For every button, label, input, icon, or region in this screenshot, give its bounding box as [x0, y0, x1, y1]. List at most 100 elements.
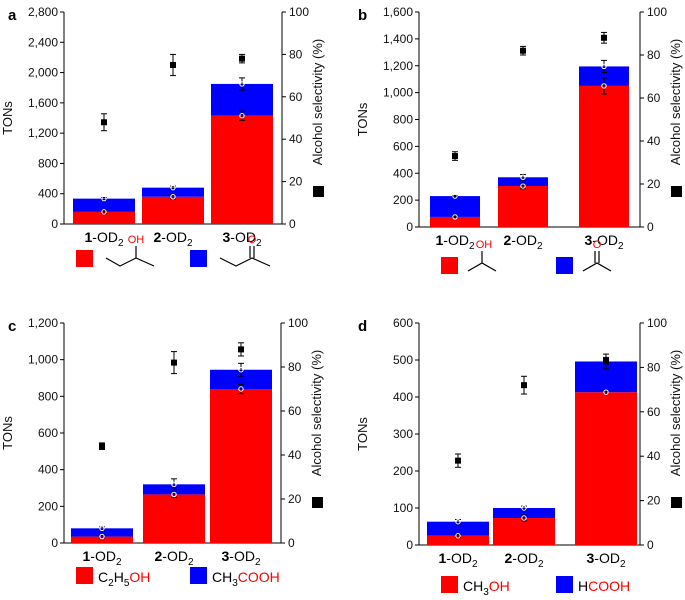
x-category-label: 1-OD2 — [82, 548, 121, 568]
left-tick-label: 1,200 — [383, 59, 413, 73]
x-category-label: 1-OD2 — [438, 550, 477, 570]
category-number: 1 — [435, 232, 443, 248]
legend-structure-atom: OH — [476, 239, 493, 251]
left-tick-label: 0 — [406, 220, 413, 234]
legend: C2H5OH CH3COOH — [76, 567, 280, 589]
data-point-circle — [601, 63, 607, 70]
legend-swatch-alcohol — [76, 250, 93, 267]
panel-a: a 0 400 800 1,200 1,600 2,000 2,400 2,800 TONs 0 20… — [0, 5, 325, 267]
panel-label: a — [8, 7, 17, 24]
bar-ketone-2 — [498, 177, 548, 187]
category-text: -OD — [229, 548, 255, 564]
legend-swatch-ketone — [556, 257, 573, 274]
category-subscript: 2 — [187, 238, 193, 249]
left-tick-label: 200 — [393, 193, 413, 207]
legend-label-part: H — [578, 578, 588, 594]
bar-alcohol-3 — [579, 85, 629, 227]
data-point-circle — [520, 183, 526, 189]
legend: CH3OH HCOOH — [441, 576, 630, 598]
left-tick-label: 200 — [38, 499, 58, 513]
bar-ketone-2 — [493, 508, 555, 518]
data-point-circle — [452, 214, 458, 220]
right-tick-label: 60 — [647, 91, 661, 105]
left-tick-label: 400 — [393, 390, 413, 404]
left-tick-label: 400 — [38, 187, 58, 201]
x-category-label: 1-OD2 — [84, 229, 123, 249]
legend-structure-atom: O — [593, 239, 602, 251]
category-number: 3 — [221, 548, 229, 564]
category-text: -OD — [161, 229, 187, 245]
category-text: -OD — [512, 550, 538, 566]
y2-axis-marker-square — [671, 497, 682, 508]
legend-structure-bonds — [467, 262, 497, 272]
panel-c: c 0 200 400 600 800 1,000 1,200 TONs 0 20 40 60 80 100… — [0, 316, 324, 589]
right-tick-label: 40 — [289, 132, 303, 146]
selectivity-marker — [521, 382, 527, 389]
data-point-circle — [99, 525, 105, 532]
category-number: 1 — [82, 548, 90, 564]
data-point-circle — [101, 195, 107, 202]
category-text: -OD — [594, 550, 620, 566]
category-number: 2 — [154, 548, 162, 564]
legend-label-part: H — [114, 569, 124, 585]
left-tick-label: 600 — [393, 139, 413, 153]
right-tick-label: 20 — [289, 175, 303, 189]
category-number: 2 — [503, 232, 511, 248]
selectivity-marker — [601, 34, 607, 41]
right-tick-label: 60 — [288, 404, 302, 418]
category-subscript: 2 — [537, 241, 543, 252]
category-number: 1 — [84, 229, 92, 245]
y2-axis-marker-square — [671, 186, 682, 197]
panel-b: b 0 200 400 600 800 1,000 1,200 1,400 1,600 TONs 0 2… — [355, 5, 683, 274]
left-tick-label: 300 — [393, 427, 413, 441]
category-text: -OD — [592, 232, 618, 248]
left-tick-label: 800 — [393, 113, 413, 127]
category-text: -OD — [92, 229, 118, 245]
bar-alcohol-3 — [575, 392, 637, 545]
legend-label-part: CH — [212, 569, 232, 585]
right-tick-label: 0 — [288, 536, 295, 550]
left-tick-label: 600 — [38, 426, 58, 440]
bar-alcohol-1 — [73, 211, 135, 224]
bar-alcohol-2 — [493, 517, 555, 545]
category-text: -OD — [230, 229, 256, 245]
category-text: -OD — [446, 550, 472, 566]
x-category-label: 3-OD2 — [221, 548, 260, 568]
legend-structure-atom: O — [248, 234, 257, 246]
bar-alcohol-1 — [427, 535, 489, 545]
legend-swatch-ketone — [556, 576, 573, 593]
y2-axis-title: Alcohol selectivity (%) — [668, 39, 683, 165]
left-tick-label: 800 — [38, 389, 58, 403]
category-text: -OD — [90, 548, 116, 564]
selectivity-marker — [520, 47, 526, 54]
right-tick-label: 100 — [647, 5, 667, 19]
bar-alcohol-1 — [71, 536, 133, 543]
data-point-circle — [521, 515, 527, 521]
category-subscript: 2 — [256, 238, 262, 249]
right-tick-label: 40 — [647, 449, 661, 463]
right-tick-label: 20 — [288, 492, 302, 506]
left-tick-label: 0 — [51, 536, 58, 550]
selectivity-marker — [101, 119, 107, 126]
data-point-circle — [601, 83, 607, 89]
legend-swatch-ketone — [190, 250, 207, 267]
x-category-label: 2-OD2 — [503, 232, 542, 252]
selectivity-marker — [171, 359, 177, 366]
right-tick-label: 100 — [289, 5, 309, 19]
right-tick-label: 40 — [647, 134, 661, 148]
right-tick-label: 80 — [288, 360, 302, 374]
data-point-circle — [170, 194, 176, 200]
x-category-label: 2-OD2 — [504, 550, 543, 570]
bar-alcohol-3 — [211, 115, 273, 224]
right-tick-label: 60 — [647, 405, 661, 419]
y2-axis-marker-square — [313, 186, 324, 197]
data-point-circle — [238, 386, 244, 392]
y2-axis-title: Alcohol selectivity (%) — [309, 350, 324, 476]
x-category-label: 2-OD2 — [154, 548, 193, 568]
category-number: 3 — [584, 232, 592, 248]
category-number: 2 — [504, 550, 512, 566]
legend-label: CH3COOH — [212, 569, 280, 589]
right-tick-label: 0 — [647, 220, 654, 234]
left-tick-label: 200 — [393, 464, 413, 478]
